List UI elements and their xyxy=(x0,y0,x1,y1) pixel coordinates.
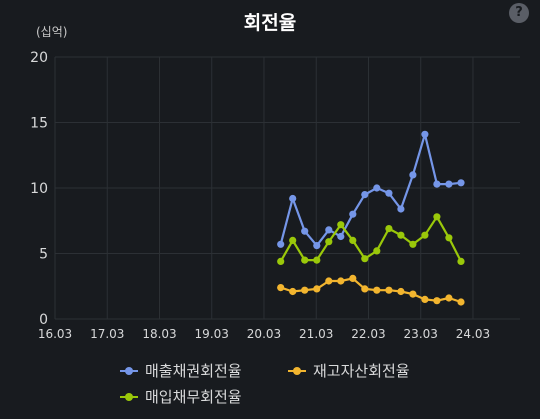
data-point[interactable] xyxy=(457,257,465,265)
data-point[interactable] xyxy=(337,221,345,229)
data-point[interactable] xyxy=(433,213,441,221)
legend-label: 매입채무회전율 xyxy=(145,388,242,406)
data-point[interactable] xyxy=(421,130,429,138)
data-point[interactable] xyxy=(421,295,429,303)
x-tick-label: 18.03 xyxy=(142,327,176,341)
data-point[interactable] xyxy=(397,287,405,296)
x-tick-label: 17.03 xyxy=(90,327,124,341)
data-point[interactable] xyxy=(313,285,321,293)
legend-label: 매출채권회전율 xyxy=(145,362,242,380)
data-point[interactable] xyxy=(409,240,417,248)
series-line-0 xyxy=(279,133,462,247)
data-point[interactable] xyxy=(409,290,417,298)
data-point[interactable] xyxy=(445,294,453,302)
y-axis-ticks: 0 5 10 15 20 xyxy=(30,50,48,328)
data-point[interactable] xyxy=(361,191,369,199)
legend-swatch-icon xyxy=(120,391,138,403)
data-point[interactable] xyxy=(457,179,465,187)
y-tick-label: 5 xyxy=(39,247,48,263)
data-point[interactable] xyxy=(337,232,345,241)
data-point[interactable] xyxy=(373,247,381,255)
grid xyxy=(54,56,520,320)
x-tick-label: 16.03 xyxy=(38,327,72,341)
y-tick-label: 0 xyxy=(39,312,48,328)
data-point[interactable] xyxy=(361,255,369,263)
y-tick-label: 15 xyxy=(30,116,48,132)
data-point[interactable] xyxy=(325,226,333,234)
data-point[interactable] xyxy=(457,298,465,306)
data-point[interactable] xyxy=(385,189,393,197)
help-icon[interactable]: ? xyxy=(509,3,529,23)
x-tick-label: 23.03 xyxy=(404,327,438,341)
x-tick-label: 22.03 xyxy=(351,327,385,341)
legend-swatch-icon xyxy=(288,365,306,377)
series-group xyxy=(277,130,465,306)
data-point[interactable] xyxy=(421,231,429,239)
legend-item[interactable]: 매입채무회전율 xyxy=(120,386,242,407)
legend-item[interactable]: 재고자산회전율 xyxy=(288,360,410,381)
data-point[interactable] xyxy=(397,205,405,213)
data-point[interactable] xyxy=(445,234,453,242)
chart-title: 회전율 xyxy=(243,12,297,34)
data-point[interactable] xyxy=(373,184,381,192)
data-point[interactable] xyxy=(337,277,345,285)
data-point[interactable] xyxy=(313,242,321,250)
data-point[interactable] xyxy=(397,231,405,239)
legend-label: 재고자산회전율 xyxy=(313,362,410,380)
data-point[interactable] xyxy=(385,225,393,233)
data-point[interactable] xyxy=(433,297,441,305)
data-point[interactable] xyxy=(385,286,393,294)
data-point[interactable] xyxy=(277,257,285,265)
data-point[interactable] xyxy=(445,180,453,188)
x-tick-label: 24.03 xyxy=(456,327,490,341)
data-point[interactable] xyxy=(289,194,297,203)
data-point[interactable] xyxy=(433,180,441,188)
data-point[interactable] xyxy=(325,277,333,285)
data-point[interactable] xyxy=(289,236,297,244)
data-point[interactable] xyxy=(349,210,357,218)
y-tick-label: 10 xyxy=(30,181,48,197)
x-tick-label: 20.03 xyxy=(247,327,281,341)
data-point[interactable] xyxy=(289,287,297,296)
data-point[interactable] xyxy=(373,286,381,294)
y-axis-unit-label: (십억) xyxy=(36,25,68,39)
series-line-1 xyxy=(280,277,462,304)
legend-item[interactable]: 매출채권회전율 xyxy=(120,360,242,381)
data-point[interactable] xyxy=(301,256,309,264)
x-tick-label: 19.03 xyxy=(195,327,229,341)
data-point[interactable] xyxy=(277,284,285,292)
data-point[interactable] xyxy=(301,227,309,235)
data-point[interactable] xyxy=(313,256,321,264)
data-point[interactable] xyxy=(325,238,333,246)
data-point[interactable] xyxy=(301,286,309,294)
data-point[interactable] xyxy=(277,240,285,248)
data-point[interactable] xyxy=(409,171,417,179)
data-point[interactable] xyxy=(349,236,357,244)
data-point[interactable] xyxy=(361,285,369,293)
legend-swatch-icon xyxy=(120,365,138,377)
data-point[interactable] xyxy=(349,274,357,282)
x-axis-ticks: 16.03 17.03 18.03 19.03 20.03 21.03 22.03 23.03… xyxy=(38,327,490,341)
series-line-2 xyxy=(279,215,462,262)
y-tick-label: 20 xyxy=(30,50,48,66)
x-tick-label: 21.03 xyxy=(299,327,333,341)
